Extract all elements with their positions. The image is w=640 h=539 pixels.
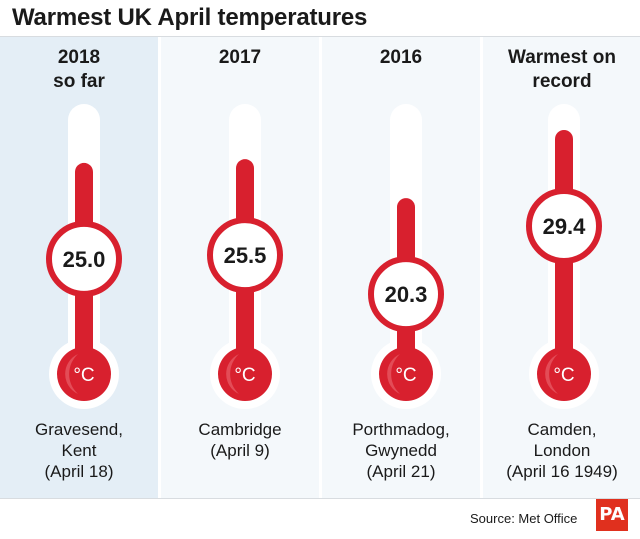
value-badge [368,256,444,333]
unit-label: °C [73,365,94,386]
value-badge [207,217,283,294]
bulb-highlight [226,354,239,394]
bulb-highlight [387,354,400,394]
data-label: 25.5 [224,243,267,268]
place-line: (April 16 1949) [506,462,618,481]
place-2018: Gravesend, Kent (April 18) [0,419,158,482]
place-line: (April 21) [366,462,436,481]
place-line: Cambridge [198,420,282,439]
place-line: Gravesend, [35,420,123,439]
column-header-line: 2018 [57,47,101,68]
bulb-highlight [545,354,558,394]
unit-label: °C [395,365,416,386]
place-2017: Cambridge (April 9) [161,419,319,461]
column-header-2017: 2017 [161,46,319,70]
bulb-highlight [65,354,78,394]
column-header-2018: 2018 so far [0,46,158,94]
place-2016: Porthmadog, Gwynedd (April 21) [322,419,480,482]
column-header-line: 2017 [218,47,262,68]
title-divider [0,36,640,37]
footer-divider [0,498,640,499]
value-badge [526,187,602,264]
data-label: 25.0 [63,247,106,272]
place-line: (April 9) [210,441,270,460]
unit-label: °C [234,365,255,386]
column-header-line: 2016 [379,47,423,68]
place-line: Gwynedd [365,441,437,460]
place-line: (April 18) [44,462,114,481]
column-header-2016: 2016 [322,46,480,70]
column-header-record: Warmest on record [483,46,640,94]
value-badge [46,220,122,297]
chart-title: Warmest UK April temperatures [12,4,368,31]
place-line: Camden, [527,420,597,439]
data-label: 20.3 [385,282,428,307]
place-line: London [533,441,591,460]
place-record: Camden, London (April 16 1949) [483,419,640,482]
unit-label: °C [553,365,574,386]
data-label: 29.4 [543,214,587,239]
place-line: Porthmadog, [352,420,450,439]
pa-logo: PA [596,499,628,531]
source-note: Source: Met Office [470,511,578,526]
place-line: Kent [61,441,97,460]
column-header-line: Warmest on [507,47,617,68]
column-header-line: record [532,71,592,92]
column-header-line: so far [53,71,105,92]
